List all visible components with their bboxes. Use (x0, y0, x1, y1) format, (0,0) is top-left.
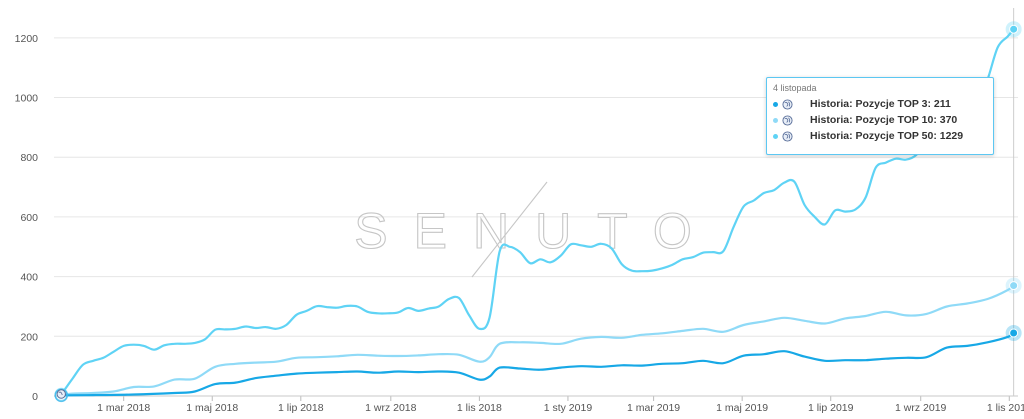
series-line-top-50 (60, 28, 1015, 396)
series-markers[interactable] (54, 21, 1022, 403)
tooltip-row-top10: Historia: Pozycje TOP 10: 370 (773, 112, 987, 128)
x-axis: 1 mar 2018 1 maj 2018 1 lip 2018 1 wrz 2018… (97, 396, 1024, 414)
y-tick-label: 400 (20, 272, 38, 284)
y-axis: 0 200 400 600 800 1000 1200 (15, 33, 39, 403)
x-tick-label: 1 maj 2018 (186, 402, 238, 414)
series-line-top-10 (60, 284, 1015, 397)
watermark-text: SENUTO (354, 203, 717, 259)
tooltip-series-dot (773, 133, 778, 139)
hover-point-top-50[interactable] (1009, 24, 1019, 34)
hover-point-top-3[interactable] (1009, 328, 1019, 338)
x-tick-label: 1 lis 2019 (987, 402, 1024, 414)
series-lines (60, 28, 1015, 397)
y-tick-label: 600 (20, 212, 38, 224)
tooltip-row-text: Historia: Pozycje TOP 3: 211 (810, 98, 951, 110)
gridlines (54, 37, 1018, 337)
hover-point-top-10[interactable] (1009, 281, 1019, 291)
tooltip-date: 4 listopada (773, 83, 817, 93)
tooltip-row-text: Historia: Pozycje TOP 10: 370 (810, 114, 958, 126)
x-tick-label: 1 lip 2019 (808, 402, 854, 414)
tooltip-row-top3: Historia: Pozycje TOP 3: 211 (773, 96, 987, 112)
x-tick-label: 1 wrz 2019 (895, 402, 947, 414)
y-tick-label: 0 (32, 391, 38, 403)
x-tick-label: 1 mar 2019 (627, 402, 680, 414)
x-tick-label: 1 lis 2018 (457, 402, 502, 414)
senuto-watermark: SENUTO (354, 181, 717, 278)
tooltip-series-dot (773, 101, 778, 107)
x-tick-label: 1 mar 2018 (97, 402, 150, 414)
series-line-top-3 (60, 331, 1015, 397)
y-tick-label: 1000 (15, 93, 39, 105)
tooltip-series-dot (773, 117, 778, 123)
y-tick-label: 200 (20, 331, 38, 343)
x-tick-label: 1 wrz 2018 (365, 402, 417, 414)
tooltip-row-text: Historia: Pozycje TOP 50: 1229 (810, 130, 964, 142)
globe-icon (782, 130, 793, 142)
tooltip-row-top50: Historia: Pozycje TOP 50: 1229 (773, 128, 987, 144)
x-tick-label: 1 sty 2019 (544, 402, 593, 414)
globe-icon (782, 98, 793, 110)
globe-icon (782, 114, 793, 126)
x-tick-label: 1 lip 2018 (278, 402, 324, 414)
start-globe-icon (56, 389, 66, 399)
hover-tooltip: 4 listopada Historia: Pozycje TOP 3: 211… (766, 77, 994, 155)
y-tick-label: 1200 (15, 33, 39, 45)
y-tick-label: 800 (20, 152, 38, 164)
x-tick-label: 1 maj 2019 (716, 402, 768, 414)
